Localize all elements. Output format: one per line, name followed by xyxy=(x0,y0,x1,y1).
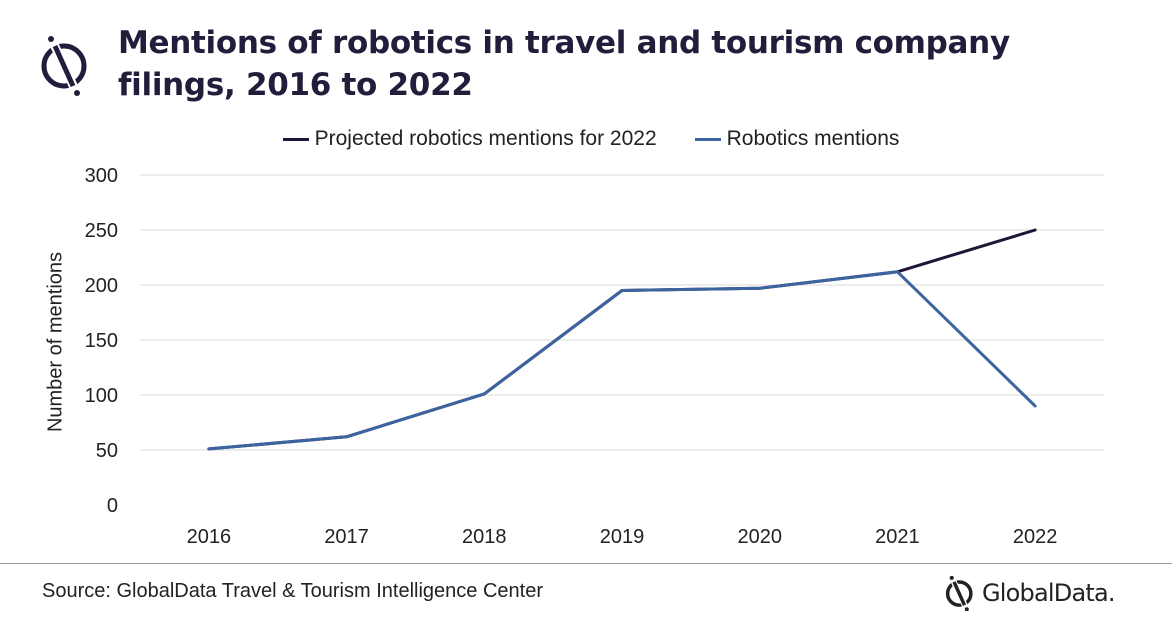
y-tick-label: 250 xyxy=(85,220,118,242)
globaldata-mark-icon xyxy=(945,575,973,611)
legend-item-projected: Projected robotics mentions for 2022 xyxy=(282,127,657,151)
legend-label-actual: Robotics mentions xyxy=(726,127,900,150)
x-tick-label: 2022 xyxy=(1013,526,1058,548)
legend-item-actual: Robotics mentions xyxy=(694,127,900,151)
x-tick-label: 2017 xyxy=(324,526,369,548)
brand-name: GlobalData. xyxy=(982,579,1116,607)
brand-logo: GlobalData. xyxy=(944,575,1116,611)
x-tick-label: 2021 xyxy=(875,526,920,548)
y-tick-label: 0 xyxy=(107,495,118,517)
x-tick-label: 2020 xyxy=(737,526,782,548)
legend-label-projected: Projected robotics mentions for 2022 xyxy=(314,127,657,150)
y-tick-label: 150 xyxy=(85,330,118,352)
y-tick-label: 200 xyxy=(85,275,118,297)
series-line-projected xyxy=(207,228,1037,451)
footer-divider xyxy=(0,563,1172,564)
legend-swatch-actual xyxy=(694,137,721,141)
x-tick-label: 2018 xyxy=(462,526,507,548)
source-note: Source: GlobalData Travel & Tourism Inte… xyxy=(42,580,543,602)
legend-swatch-projected xyxy=(282,137,309,141)
y-tick-label: 300 xyxy=(85,165,118,187)
y-tick-label: 100 xyxy=(85,385,118,407)
chart-legend: Projected robotics mentions for 2022 Rob… xyxy=(0,127,1172,151)
chart-title: Mentions of robotics in travel and touri… xyxy=(118,25,1010,103)
globaldata-logo-icon xyxy=(41,36,87,96)
y-tick-label: 50 xyxy=(96,440,118,462)
x-tick-label: 2016 xyxy=(187,526,232,548)
series-line-actual xyxy=(207,270,1037,451)
x-tick-label: 2019 xyxy=(600,526,645,548)
